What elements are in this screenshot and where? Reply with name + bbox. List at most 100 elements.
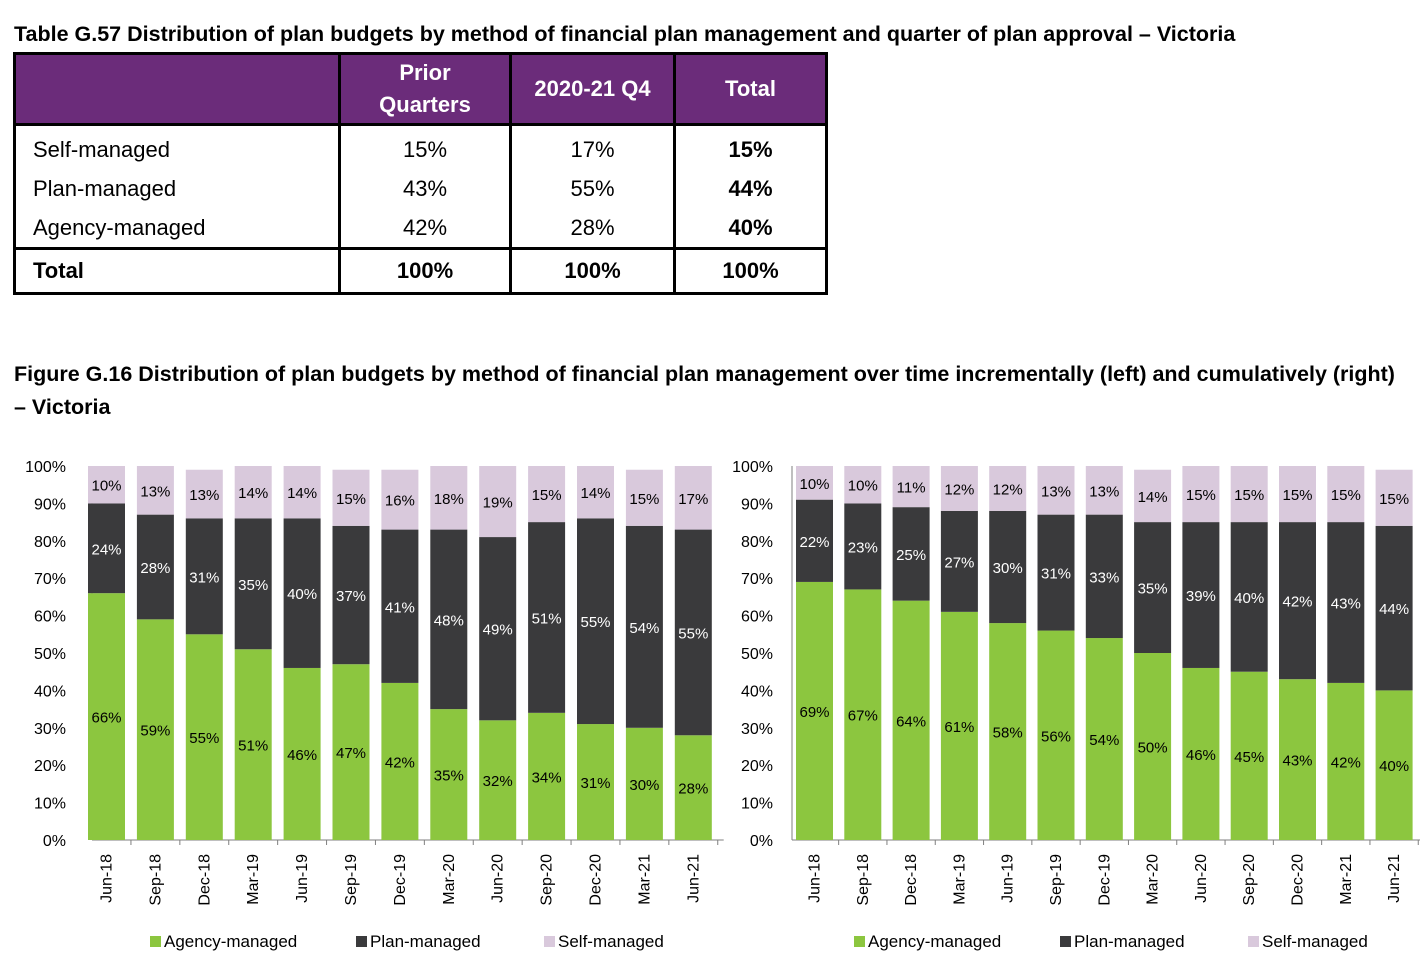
- y-tick-label: 60%: [741, 609, 773, 626]
- data-label: 54%: [1089, 732, 1119, 749]
- row-label: Self-managed: [15, 125, 340, 170]
- data-label: 10%: [848, 478, 878, 495]
- data-label: 55%: [580, 614, 610, 631]
- x-tick-label: Sep-20: [539, 854, 556, 906]
- y-tick-label: 40%: [741, 683, 773, 700]
- y-tick-label: 30%: [34, 721, 66, 738]
- x-tick-label: Jun-21: [1386, 854, 1403, 903]
- y-tick-label: 10%: [741, 796, 773, 813]
- data-label: 28%: [678, 781, 708, 798]
- row-label: Agency-managed: [15, 208, 340, 249]
- y-tick-label: 70%: [34, 571, 66, 588]
- data-label: 11%: [897, 480, 926, 497]
- data-label: 13%: [1089, 483, 1119, 500]
- data-label: 37%: [336, 588, 366, 605]
- data-label: 61%: [944, 719, 974, 736]
- cell-prior: 15%: [340, 125, 511, 170]
- legend-swatch-self-managed: [1248, 936, 1259, 947]
- y-tick-label: 70%: [741, 571, 773, 588]
- data-label: 33%: [1089, 569, 1119, 586]
- data-label: 51%: [532, 610, 562, 627]
- data-label: 15%: [1186, 487, 1216, 504]
- data-label: 35%: [434, 768, 464, 785]
- cell-total: 44%: [675, 169, 827, 208]
- data-label: 12%: [993, 481, 1023, 498]
- data-label: 30%: [993, 560, 1023, 577]
- total-row-label: Total: [15, 249, 340, 294]
- data-label: 41%: [385, 599, 415, 616]
- cell-total: 15%: [675, 125, 827, 170]
- x-tick-label: Sep-18: [147, 854, 164, 906]
- y-tick-label: 90%: [34, 496, 66, 513]
- data-label: 14%: [287, 485, 317, 502]
- data-label: 64%: [896, 713, 926, 730]
- x-tick-label: Sep-19: [343, 854, 360, 906]
- data-label: 31%: [189, 569, 219, 586]
- y-tick-label: 10%: [34, 796, 66, 813]
- data-label: 39%: [1186, 588, 1216, 605]
- x-tick-label: Dec-18: [196, 854, 213, 906]
- legend-label: Self-managed: [558, 932, 664, 951]
- data-label: 45%: [1234, 749, 1264, 766]
- x-tick-label: Mar-19: [951, 854, 968, 905]
- x-tick-label: Sep-20: [1241, 854, 1258, 906]
- data-label: 46%: [287, 747, 317, 764]
- table-row: Self-managed 15% 17% 15%: [15, 125, 827, 170]
- x-tick-label: Mar-19: [245, 854, 262, 905]
- y-tick-label: 90%: [741, 496, 773, 513]
- data-label: 22%: [799, 534, 829, 551]
- legend-label: Plan-managed: [1074, 932, 1185, 951]
- legend-label: Agency-managed: [164, 932, 297, 951]
- y-tick-label: 20%: [34, 758, 66, 775]
- data-label: 17%: [678, 491, 708, 508]
- chart-incremental: 0%10%20%30%40%50%60%70%80%90%100%66%24%1…: [25, 459, 724, 951]
- data-label: 58%: [993, 725, 1023, 742]
- data-label: 50%: [1138, 740, 1168, 757]
- data-label: 35%: [238, 577, 268, 594]
- data-label: 51%: [238, 738, 268, 755]
- legend-swatch-agency-managed: [854, 936, 865, 947]
- legend-label: Self-managed: [1262, 932, 1368, 951]
- data-label: 31%: [1041, 566, 1071, 583]
- cell-prior: 42%: [340, 208, 511, 249]
- data-label: 12%: [944, 481, 974, 498]
- data-label: 67%: [848, 708, 878, 725]
- data-label: 13%: [189, 487, 219, 504]
- x-tick-label: Dec-19: [1096, 854, 1113, 906]
- total-cell-total: 100%: [675, 249, 827, 294]
- data-label: 23%: [848, 539, 878, 556]
- x-tick-label: Mar-20: [441, 854, 458, 905]
- x-tick-label: Dec-18: [903, 854, 920, 906]
- data-label: 42%: [385, 754, 415, 771]
- data-label: 16%: [385, 493, 415, 510]
- data-label: 40%: [1234, 590, 1264, 607]
- data-label: 25%: [896, 547, 926, 564]
- data-label: 10%: [91, 478, 121, 495]
- data-label: 66%: [91, 710, 121, 727]
- chart-cumulative: 0%10%20%30%40%50%60%70%80%90%100%69%22%1…: [732, 459, 1420, 951]
- data-label: 40%: [1379, 758, 1409, 775]
- data-label: 32%: [483, 773, 513, 790]
- x-tick-label: Jun-20: [1193, 854, 1210, 903]
- data-label: 10%: [799, 476, 829, 493]
- legend-label: Plan-managed: [370, 932, 481, 951]
- y-tick-label: 0%: [750, 833, 773, 850]
- data-label: 15%: [1379, 491, 1409, 508]
- x-tick-label: Jun-19: [1000, 854, 1017, 903]
- y-tick-label: 100%: [25, 459, 66, 476]
- cell-q4: 28%: [511, 208, 675, 249]
- distribution-table: Prior Quarters 2020-21 Q4 Total Self-man…: [13, 52, 828, 295]
- legend-swatch-plan-managed: [1060, 936, 1071, 947]
- x-tick-label: Jun-19: [294, 854, 311, 903]
- y-tick-label: 0%: [43, 833, 66, 850]
- data-label: 27%: [944, 554, 974, 571]
- y-tick-label: 100%: [732, 459, 773, 476]
- y-tick-label: 50%: [34, 646, 66, 663]
- cell-q4: 17%: [511, 125, 675, 170]
- data-label: 42%: [1331, 754, 1361, 771]
- data-label: 15%: [1282, 487, 1312, 504]
- table-row: Agency-managed 42% 28% 40%: [15, 208, 827, 249]
- row-label: Plan-managed: [15, 169, 340, 208]
- x-tick-label: Dec-20: [1290, 854, 1307, 906]
- data-label: 31%: [580, 775, 610, 792]
